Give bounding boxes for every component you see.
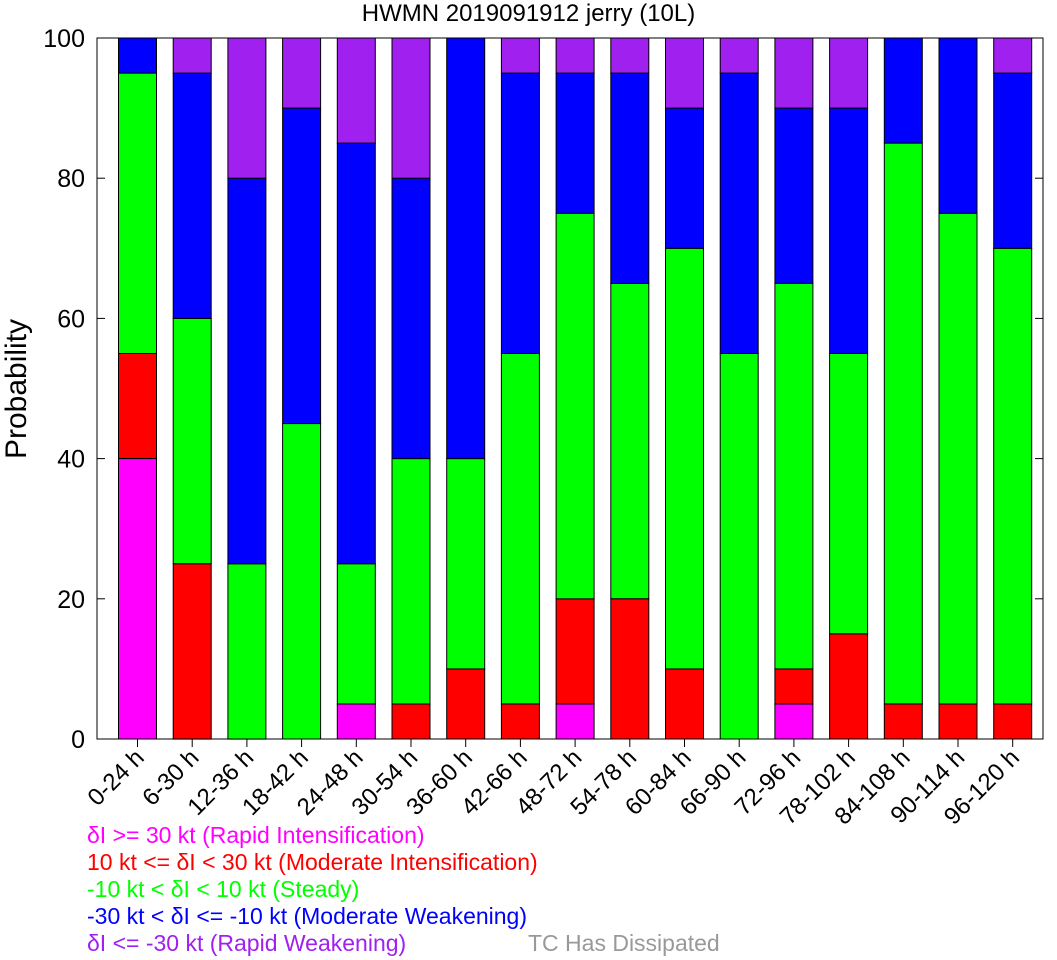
legend-entry-rapid-intensification: δI >= 30 kt (Rapid Intensification): [87, 822, 425, 848]
y-tick-label: 40: [57, 446, 85, 474]
bar-segment-moderate-intensification-90-114-h: [938, 703, 978, 740]
bar-segment-moderate-intensification-30-54-h: [391, 703, 431, 740]
bar-segment-moderate-weakening-0-24-h: [118, 37, 157, 74]
bar-segment-moderate-weakening-90-114-h: [938, 37, 978, 214]
bar-segment-moderate-weakening-84-108-h: [883, 37, 923, 144]
bar-segment-rapid-weakening-12-36-h: [227, 37, 267, 179]
legend-entry-rapid-weakening: δI <= -30 kt (Rapid Weakening): [87, 930, 407, 956]
y-tick-label: 60: [57, 305, 85, 333]
bar-segment-steady-78-102-h: [829, 352, 869, 635]
x-tick-label: 0-24 h: [83, 744, 150, 811]
bar-segment-moderate-weakening-66-90-h: [719, 72, 759, 354]
bar-segment-rapid-intensification-0-24-h: [118, 458, 157, 740]
bar-segment-moderate-weakening-36-60-h: [446, 37, 486, 460]
bar-segment-rapid-weakening-48-72-h: [555, 37, 595, 74]
bar-segment-moderate-weakening-72-96-h: [774, 107, 814, 284]
plot-frame: [96, 37, 1044, 740]
bar-segment-rapid-weakening-6-30-h: [172, 37, 212, 74]
legend-entry-moderate-intensification: 10 kt <= δI < 30 kt (Moderate Intensific…: [87, 849, 538, 875]
bar-segment-moderate-weakening-96-120-h: [993, 72, 1033, 249]
y-tick-label: 80: [57, 165, 85, 193]
bar-segment-steady-42-66-h: [500, 352, 540, 705]
bar-segment-steady-0-24-h: [118, 72, 157, 354]
bar-segment-moderate-weakening-78-102-h: [829, 107, 869, 354]
bar-segment-steady-66-90-h: [719, 352, 759, 740]
bar-segment-moderate-weakening-60-84-h: [665, 107, 704, 249]
bar-segment-steady-24-48-h: [336, 563, 376, 705]
bar-segment-moderate-intensification-60-84-h: [665, 668, 704, 740]
legend-entry-moderate-weakening: -30 kt < δI <= -10 kt (Moderate Weakenin…: [87, 903, 528, 929]
bar-segment-rapid-weakening-60-84-h: [665, 37, 704, 109]
y-tick-label: 0: [71, 726, 85, 754]
bar-segment-rapid-weakening-96-120-h: [993, 37, 1033, 74]
bar-segment-rapid-weakening-54-78-h: [610, 37, 650, 74]
bar-segment-rapid-weakening-78-102-h: [829, 37, 869, 109]
y-axis-label: Probability: [0, 319, 33, 459]
bar-segment-rapid-weakening-24-48-h: [336, 37, 376, 144]
bar-segment-rapid-intensification-48-72-h: [555, 703, 595, 740]
bar-segment-steady-30-54-h: [391, 458, 431, 705]
bar-segment-steady-72-96-h: [774, 282, 814, 670]
y-tick-label: 20: [57, 586, 85, 614]
bar-segment-steady-54-78-h: [610, 282, 650, 600]
bar-segment-steady-96-120-h: [993, 247, 1033, 705]
bar-segment-moderate-intensification-84-108-h: [883, 703, 923, 740]
bar-segment-rapid-weakening-72-96-h: [774, 37, 814, 109]
bar-segment-steady-18-42-h: [282, 423, 322, 740]
bar-segment-rapid-intensification-72-96-h: [774, 703, 814, 740]
bar-segment-moderate-intensification-42-66-h: [500, 703, 540, 740]
bar-segment-moderate-weakening-30-54-h: [391, 177, 431, 460]
bar-segment-rapid-weakening-30-54-h: [391, 37, 431, 179]
bar-segment-moderate-intensification-72-96-h: [774, 668, 814, 705]
bar-segment-rapid-weakening-42-66-h: [500, 37, 540, 74]
legend-entry-steady: -10 kt < δI < 10 kt (Steady): [87, 876, 360, 902]
bar-segment-moderate-weakening-12-36-h: [227, 177, 267, 565]
bar-segment-steady-60-84-h: [665, 247, 704, 670]
bar-segment-rapid-weakening-18-42-h: [282, 37, 322, 109]
bar-segment-steady-90-114-h: [938, 212, 978, 705]
bar-segment-steady-6-30-h: [172, 317, 212, 565]
bar-segment-moderate-intensification-48-72-h: [555, 598, 595, 705]
chart-title: HWMN 2019091912 jerry (10L): [361, 0, 696, 27]
bar-segment-moderate-intensification-96-120-h: [993, 703, 1033, 740]
bar-segment-moderate-intensification-36-60-h: [446, 668, 486, 740]
bar-segment-moderate-weakening-54-78-h: [610, 72, 650, 284]
tc-dissipated-label: TC Has Dissipated: [528, 930, 720, 956]
bar-segment-steady-12-36-h: [227, 563, 267, 740]
bar-segment-rapid-weakening-66-90-h: [719, 37, 759, 74]
bar-segment-rapid-intensification-24-48-h: [336, 703, 376, 740]
bar-segment-moderate-weakening-6-30-h: [172, 72, 212, 319]
bar-segment-moderate-intensification-6-30-h: [172, 563, 212, 740]
bar-segment-moderate-weakening-24-48-h: [336, 142, 376, 565]
bar-segment-steady-48-72-h: [555, 212, 595, 600]
bar-segment-moderate-intensification-0-24-h: [118, 352, 157, 459]
bar-segment-moderate-intensification-54-78-h: [610, 598, 650, 740]
bar-segment-moderate-weakening-18-42-h: [282, 107, 322, 424]
bar-segment-moderate-intensification-78-102-h: [829, 633, 869, 740]
y-tick-label: 100: [43, 25, 85, 53]
bars-layer: [118, 37, 1033, 740]
bar-segment-steady-36-60-h: [446, 458, 486, 670]
bar-segment-steady-84-108-h: [883, 142, 923, 705]
bar-segment-moderate-weakening-42-66-h: [500, 72, 540, 354]
bar-segment-moderate-weakening-48-72-h: [555, 72, 595, 214]
